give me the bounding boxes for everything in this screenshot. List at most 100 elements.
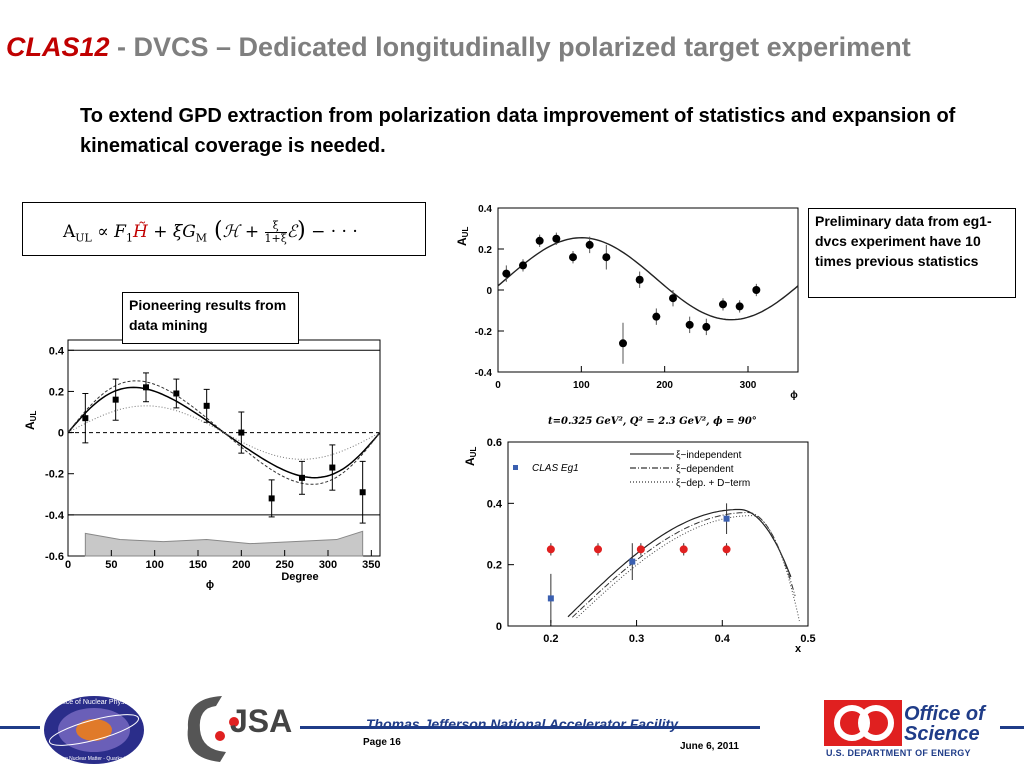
theory-curve-dashed <box>67 380 381 485</box>
y-tick-label: 0.2 <box>478 245 492 256</box>
formula-h-tilde: H̃ <box>132 222 148 242</box>
doe-line1: Office of <box>904 703 985 725</box>
y-axis-label-sub: UL <box>469 447 478 458</box>
formula-lhs-sub: UL <box>75 231 92 245</box>
formula-gm-sub: M <box>195 231 208 245</box>
x-tick-label: 100 <box>145 559 163 571</box>
x-axis-label: Degree <box>281 571 318 583</box>
theory-xi-dependent <box>571 512 796 618</box>
projected-point <box>722 545 731 554</box>
footer-date: June 6, 2011 <box>680 741 739 752</box>
y-tick-label: 0.6 <box>487 437 502 449</box>
callout-pioneering: Pioneering results from data mining <box>122 292 299 344</box>
doe-line2: Science <box>904 723 980 745</box>
jsa-logo-text: JSA <box>230 703 292 739</box>
x-tick-label: 0 <box>65 559 71 571</box>
theory-xi-dep-dterm <box>576 515 800 622</box>
y-axis-label: AUL <box>23 411 38 430</box>
left-aul-chart: 0 50 100 150 200 250 300 350 0.4 0.2 0 -0.2 -0.4 -0.6… <box>23 339 381 590</box>
formula-h: ℋ + <box>222 222 265 242</box>
data-point <box>652 312 661 321</box>
x-tick-label: 250 <box>275 559 293 571</box>
data-point <box>329 464 336 471</box>
plot-frame <box>507 441 809 627</box>
projected-point <box>594 545 602 554</box>
x-tick-label: 350 <box>362 559 380 571</box>
data-point <box>685 320 694 329</box>
formula-term2: + ξG <box>147 222 196 242</box>
x-axis-label: ϕ <box>790 390 798 401</box>
data-point <box>552 234 561 243</box>
data-point <box>547 595 554 602</box>
data-point <box>143 384 149 391</box>
doe-subtitle: U.S. DEPARTMENT OF ENERGY <box>826 748 971 758</box>
title-highlight: CLAS12 <box>6 32 110 62</box>
data-point <box>173 390 180 397</box>
theory-curve-dotted <box>67 405 381 460</box>
projected-point <box>636 545 645 554</box>
data-point <box>238 429 245 436</box>
jsa-logo: JSA <box>187 696 292 762</box>
y-tick-label: -0.4 <box>45 510 65 522</box>
title-rest: - DVCS – Dedicated longitudinally polari… <box>109 32 911 62</box>
data-point <box>719 300 727 309</box>
top-right-aul-chart: 0 100 200 300 0.4 0.2 0 -0.2 -0.4 ϕ AUL <box>455 204 799 401</box>
formula-paren-open: ( <box>207 218 223 243</box>
y-tick-label: 0 <box>496 621 502 633</box>
formula-fraction: ξ 1+ξ <box>264 220 287 245</box>
formula-f1: F <box>114 222 126 242</box>
formula-box: AUL ∝ F1H̃ + ξGM (ℋ + ξ 1+ξ ℰ) − · · · <box>22 202 426 256</box>
y-tick-label: 0 <box>58 428 64 440</box>
x-tick-label: 0.2 <box>543 633 558 645</box>
fit-curve <box>497 236 799 321</box>
legend-label: ξ−dep. + D−term <box>676 478 750 489</box>
x-tick-label: 300 <box>740 380 757 391</box>
data-point <box>619 339 627 348</box>
y-tick-label: -0.4 <box>475 368 493 379</box>
data-point <box>602 253 611 262</box>
y-axis-label: AUL <box>463 447 478 466</box>
projected-point <box>679 545 688 554</box>
x-tick-label: 300 <box>319 559 337 571</box>
doe-logo-mark <box>824 700 902 746</box>
data-point <box>502 269 511 278</box>
onp-logo-text: Office of Nuclear Physics <box>55 699 134 706</box>
theory-xi-independent <box>567 508 792 618</box>
footer-lab-name: Thomas Jefferson National Accelerator Fa… <box>366 716 678 732</box>
data-point <box>268 495 275 502</box>
formula-paren-close: ) <box>297 218 306 243</box>
formula-frac-num: ξ <box>264 220 287 233</box>
y-axis-label: AUL <box>455 227 470 246</box>
data-point <box>585 240 594 249</box>
formula-tail: − · · · <box>305 222 358 242</box>
data-point <box>669 294 677 303</box>
x-axis-label-phi: ϕ <box>206 579 214 590</box>
callout-preliminary: Preliminary data from eg1-dvcs experimen… <box>808 208 1016 298</box>
x-tick-label: 0 <box>495 380 501 391</box>
x-tick-label: 50 <box>105 559 117 571</box>
data-point <box>203 402 210 409</box>
x-tick-label: 150 <box>189 559 207 571</box>
plot-frame <box>67 339 381 557</box>
x-tick-label: 100 <box>573 380 590 391</box>
legend-label: ξ−independent <box>676 450 742 461</box>
y-axis-label-sub: UL <box>461 227 470 238</box>
x-tick-label: 0.4 <box>715 633 731 645</box>
y-tick-label: 0.4 <box>49 345 65 357</box>
legend-marker <box>513 465 518 470</box>
formula-prop: ∝ <box>91 222 115 242</box>
x-tick-label: 200 <box>656 380 673 391</box>
data-point <box>752 286 761 294</box>
y-tick-label: 0.4 <box>487 498 503 510</box>
y-tick-label: 0 <box>486 286 492 297</box>
y-tick-label: -0.2 <box>475 327 493 338</box>
kinematics-caption: t=0.325 GeV², Q² = 2.3 GeV², ϕ = 90° <box>548 416 757 427</box>
y-tick-label: -0.6 <box>45 551 64 563</box>
aul-formula: AUL ∝ F1H̃ + ξGM (ℋ + ξ 1+ξ ℰ) − · · · <box>63 218 358 245</box>
data-point <box>635 275 644 284</box>
bottom-right-aul-chart: ξ−independent ξ−dependent ξ−dep. + D−term C… <box>463 437 816 655</box>
formula-f1-sub: 1 <box>125 231 133 245</box>
formula-e: ℰ <box>286 222 298 242</box>
legend-label: ξ−dependent <box>676 464 734 475</box>
page-number: Page 16 <box>363 737 401 748</box>
